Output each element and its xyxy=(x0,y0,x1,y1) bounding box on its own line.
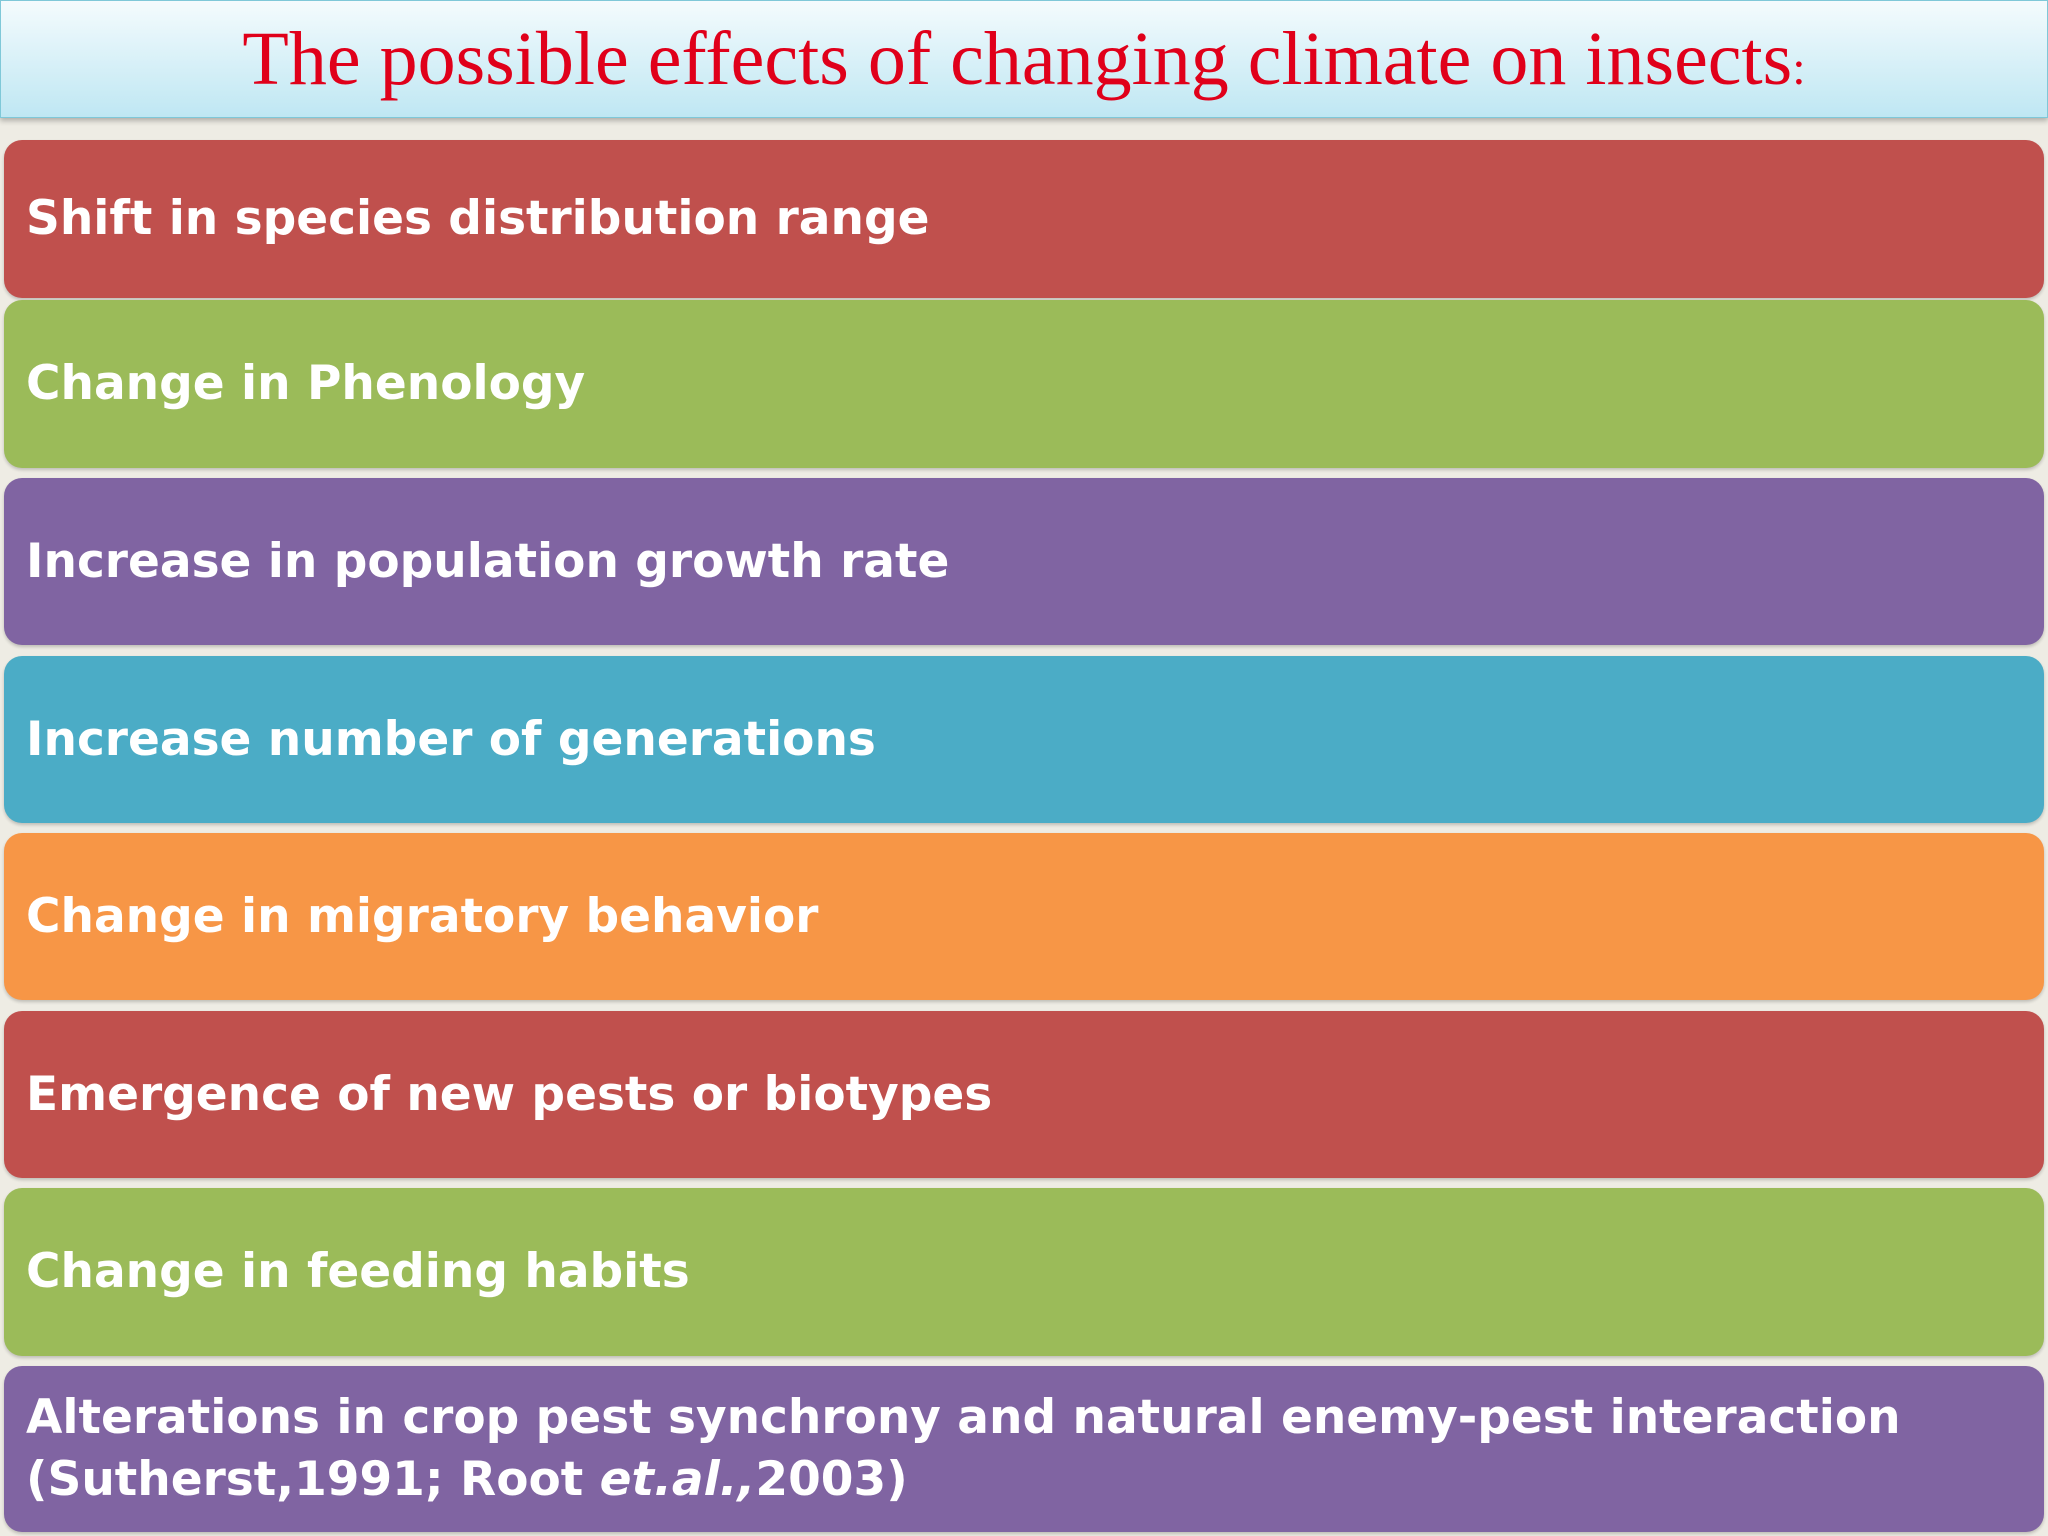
citation-part: 2003) xyxy=(755,1452,908,1507)
item-text: Emergence of new pests or biotypes xyxy=(26,1066,993,1122)
item-row: Alterations in crop pest synchrony and n… xyxy=(4,1366,2044,1532)
item-text: Change in feeding habits xyxy=(26,1244,690,1299)
item-text: Increase in population growth rate xyxy=(26,533,950,589)
citation: (Sutherst,1991; Root et.al.,2003) xyxy=(26,1449,2044,1511)
item-text: Change in migratory behavior xyxy=(26,888,819,944)
item-row: Emergence of new pests or biotypes xyxy=(4,1011,2044,1178)
item-row: Increase in population growth rate xyxy=(4,478,2044,645)
item-text: Increase number of generations xyxy=(26,711,876,767)
title-text: The possible effects of changing climate… xyxy=(242,17,1793,101)
item-row: Change in feeding habits xyxy=(4,1188,2044,1356)
title-colon: : xyxy=(1792,42,1806,95)
item-text: Change in Phenology xyxy=(26,356,586,411)
item-text: Alterations in crop pest synchrony and n… xyxy=(26,1390,1901,1445)
item-text: Shift in species distribution range xyxy=(26,191,930,246)
item-row: Change in Phenology xyxy=(4,300,2044,468)
citation-part: et.al., xyxy=(599,1452,756,1507)
citation-part: (Sutherst,1991; Root xyxy=(26,1452,584,1507)
title: The possible effects of changing climate… xyxy=(242,17,1805,101)
item-row: Increase number of generations xyxy=(4,656,2044,823)
title-bar: The possible effects of changing climate… xyxy=(0,0,2048,118)
item-row: Change in migratory behavior xyxy=(4,833,2044,1000)
item-row: Shift in species distribution range xyxy=(4,140,2044,298)
